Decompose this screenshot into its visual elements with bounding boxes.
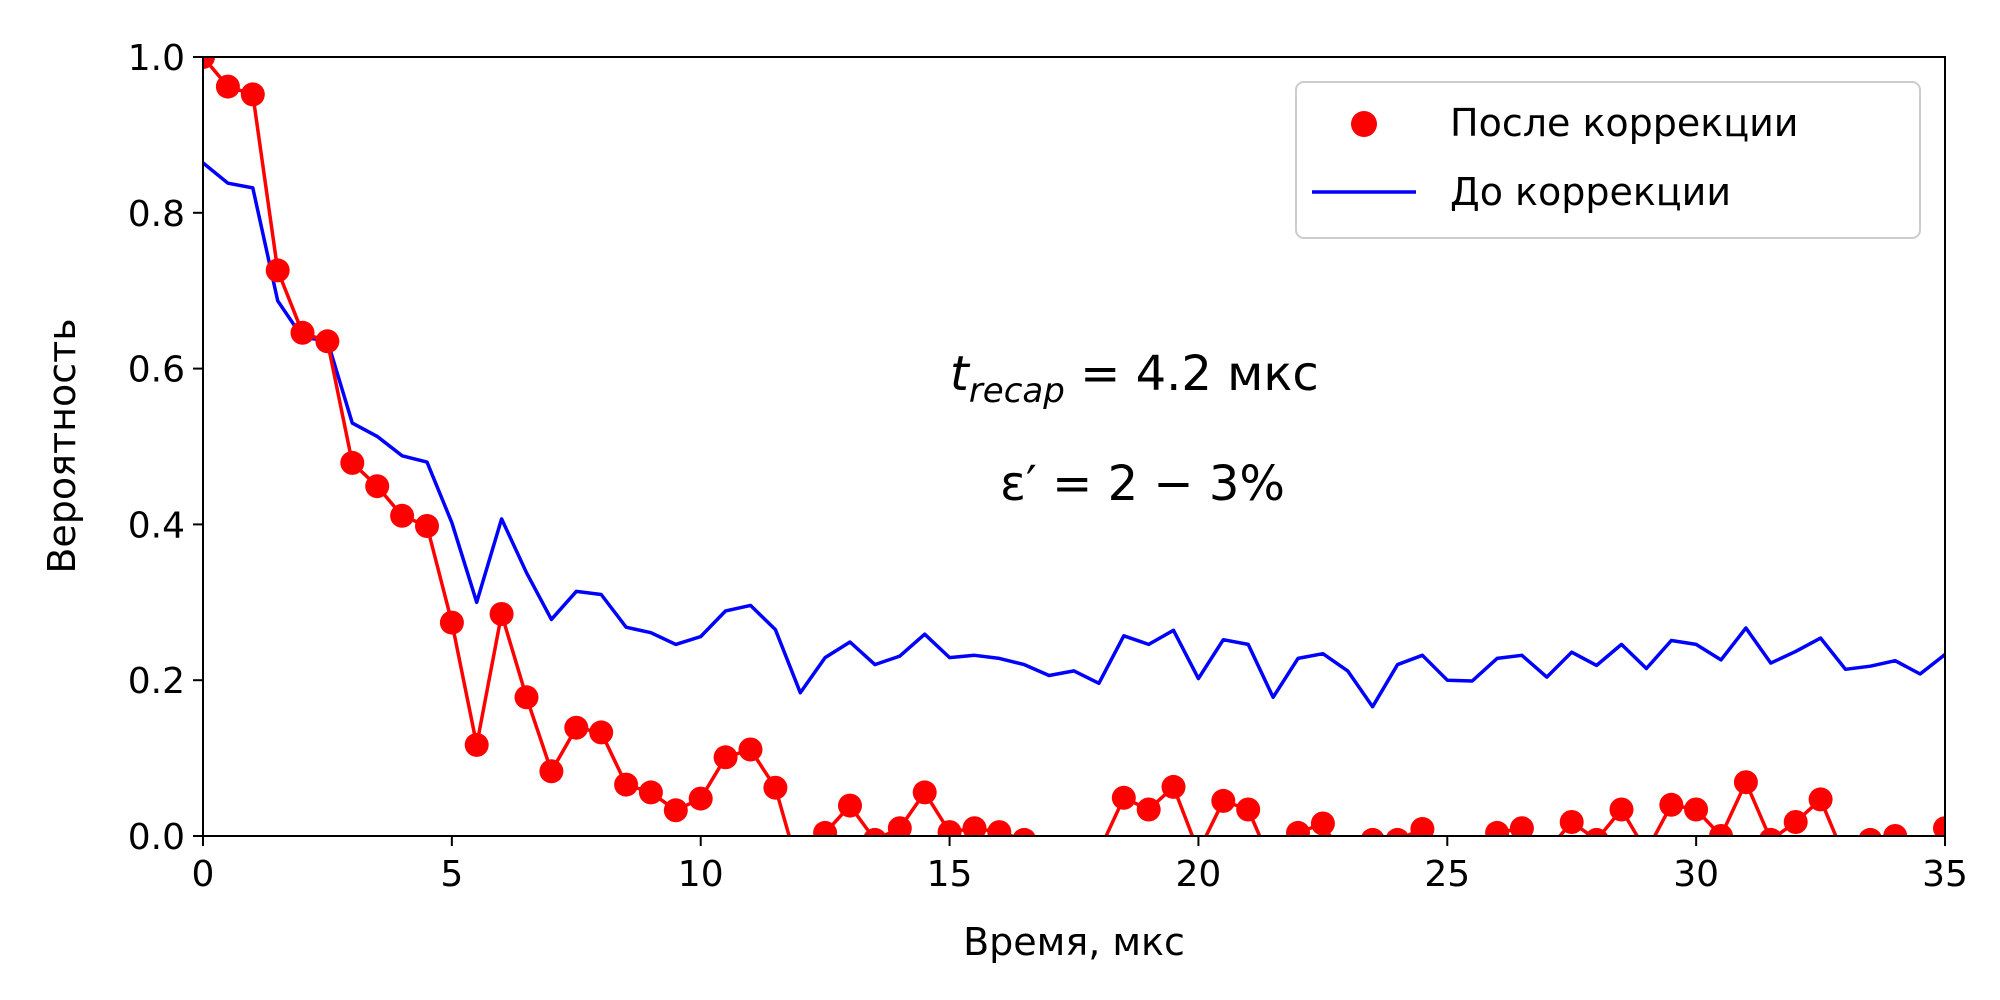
data-point-after-correction [1062,855,1086,879]
data-point-after-correction [290,320,315,345]
data-point-after-correction [340,450,365,475]
data-point-after-correction [215,74,240,99]
data-point-after-correction [1211,788,1236,813]
x-tick-label: 5 [440,854,463,895]
data-point-after-correction [315,329,340,354]
data-point-after-correction [614,772,639,797]
data-point-after-correction [1659,792,1684,817]
data-point-after-correction [763,775,788,800]
data-point-after-correction [1808,787,1833,812]
plot-frame [202,56,1946,837]
data-point-after-correction [962,816,987,836]
data-point-after-correction [464,732,489,757]
x-tick-label: 15 [927,854,973,895]
data-point-after-correction [1834,847,1858,871]
data-point-after-correction [1485,820,1510,836]
data-point-after-correction [1858,827,1882,836]
data-point-after-correction [1310,811,1335,836]
data-point-after-correction [1286,820,1310,836]
series-line-before-correction [203,161,1945,709]
data-point-after-correction [365,474,390,499]
x-tick-label: 35 [1922,854,1968,895]
data-point-after-correction [489,602,514,626]
data-point-after-correction [1634,840,1658,864]
data-point-after-correction [1535,840,1559,864]
data-point-after-correction [1933,816,1945,836]
data-point-after-correction [1012,827,1036,836]
data-point-after-correction [738,737,763,762]
data-point-after-correction [788,863,812,887]
data-point-after-correction [1136,797,1161,822]
legend: После коррекции До коррекции [1295,81,1921,239]
data-point-after-correction [265,258,290,283]
data-point-after-correction [713,745,738,770]
x-tick-label: 10 [678,854,724,895]
data-point-after-correction [1585,827,1608,836]
data-point-after-correction [1336,855,1360,879]
data-point-after-correction [240,82,265,107]
x-tick-label: 30 [1673,854,1719,895]
data-point-after-correction [688,786,713,811]
legend-label-after: После коррекции [1450,101,1799,145]
annotation-recap-time: trecap = 4.2 мкс [950,346,1319,411]
data-point-after-correction [1783,810,1808,834]
data-point-after-correction [1236,797,1261,822]
data-point-after-correction [439,610,464,635]
data-point-after-correction [1609,797,1634,822]
data-point-after-correction [1111,785,1136,810]
legend-box [1295,81,1921,239]
data-point-after-correction [663,798,688,823]
data-point-after-correction [1261,855,1285,879]
annotation-error-rate: ε′ = 2 − 3% [1000,456,1285,512]
data-point-after-correction [1759,827,1783,836]
data-point-after-correction [1037,847,1061,871]
y-axis: 0.0 0.2 0.4 0.6 0.8 1.0 [128,38,203,858]
x-axis-label: Время, мкс [963,920,1185,964]
data-point-after-correction [1410,817,1435,836]
data-point-after-correction [638,780,663,805]
y-tick-label: 0.6 [128,350,185,391]
data-point-after-correction [937,820,962,836]
data-point-after-correction [564,715,589,740]
x-tick-label: 20 [1176,854,1222,895]
y-axis-label: Вероятность [40,318,84,573]
y-tick-label: 0.8 [128,194,185,235]
data-point-after-correction [415,514,439,538]
data-point-after-correction [203,57,215,69]
x-axis: 0 5 10 15 20 25 30 35 [192,836,1968,895]
plot-area [203,57,1945,887]
y-tick-label: 0.0 [128,817,185,858]
data-point-after-correction [1161,774,1186,799]
data-point-after-correction [1709,824,1733,836]
data-point-after-correction [1883,824,1908,836]
data-point-after-correction [539,759,564,784]
data-point-after-correction [1509,816,1534,836]
data-point-after-correction [813,820,838,836]
x-tick-label: 0 [192,854,215,895]
data-point-after-correction [1361,827,1384,836]
legend-marker-after [1351,111,1377,137]
y-tick-label: 0.2 [128,661,185,702]
data-point-after-correction [589,720,614,745]
data-point-after-correction [987,820,1012,836]
legend-label-before: До коррекции [1450,170,1731,214]
y-tick-label: 0.4 [128,505,185,546]
data-point-after-correction [838,793,862,818]
data-point-after-correction [1684,797,1709,822]
data-point-after-correction [1087,840,1111,864]
data-point-after-correction [863,827,887,836]
data-point-after-correction [1559,810,1584,834]
data-point-after-correction [887,816,912,836]
data-point-after-correction [1733,770,1758,795]
x-tick-label: 25 [1424,854,1470,895]
data-point-after-correction [912,780,937,805]
data-point-after-correction [514,685,539,710]
data-point-after-correction [390,503,415,528]
y-tick-label: 1.0 [128,38,185,79]
data-point-after-correction [1386,827,1409,836]
